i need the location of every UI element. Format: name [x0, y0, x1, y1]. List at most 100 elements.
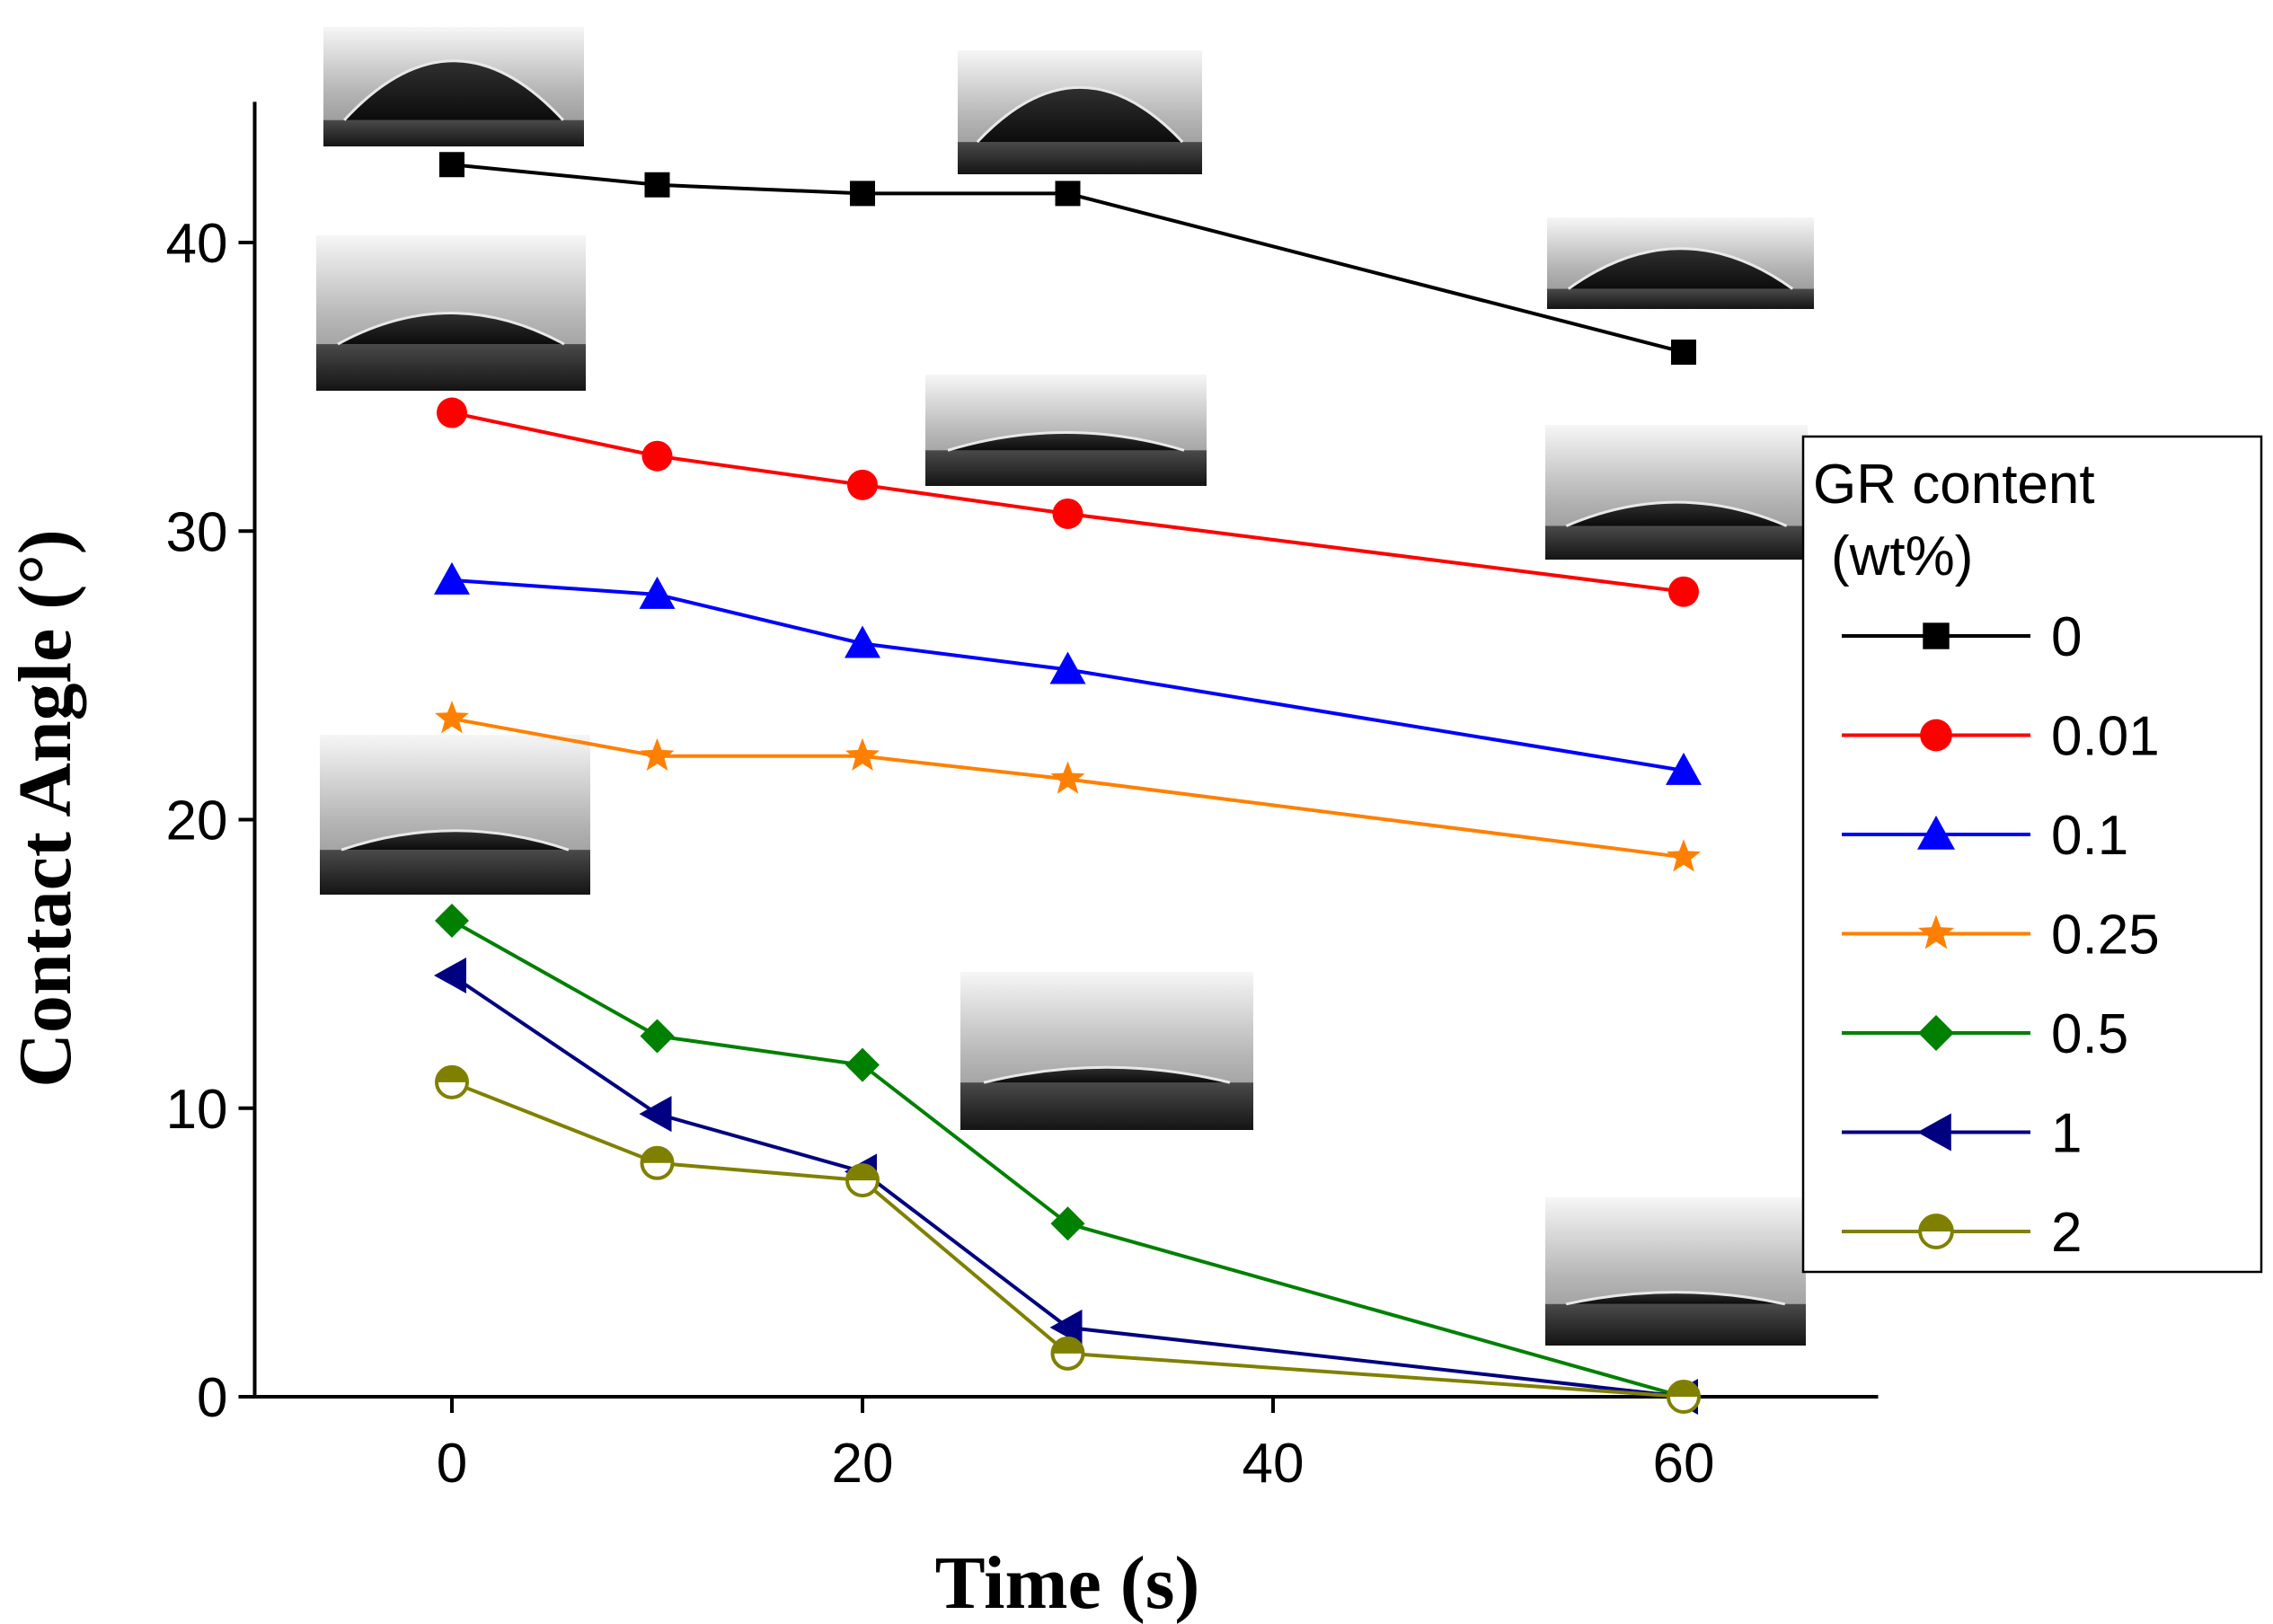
legend-label: 0.5	[2051, 1003, 2128, 1065]
series-group	[434, 152, 1702, 1415]
data-point	[845, 737, 880, 771]
data-point	[1671, 340, 1696, 366]
droplet-photo	[958, 50, 1202, 174]
photo-substrate	[958, 142, 1202, 174]
data-point	[641, 440, 673, 472]
photo-substrate	[1545, 525, 1808, 560]
data-point	[1668, 576, 1699, 607]
legend-marker	[1923, 622, 1950, 649]
legend-item-0: 0	[1842, 606, 2082, 668]
droplet-highlight	[976, 85, 1184, 144]
droplet-highlight	[341, 829, 570, 852]
data-point	[850, 181, 875, 207]
legend-marker	[1918, 1214, 1954, 1249]
x-axis-title: Time (s)	[935, 1541, 1200, 1624]
data-point-fill	[1052, 1337, 1083, 1354]
data-point	[644, 172, 670, 198]
data-point	[1052, 498, 1083, 529]
legend-label: 2	[2051, 1202, 2082, 1264]
photo-substrate	[320, 850, 590, 895]
data-point-fill	[847, 1165, 878, 1181]
photo-substrate	[316, 344, 586, 391]
legend-item-0-01: 0.01	[1842, 706, 2160, 768]
droplet-highlight	[983, 1065, 1231, 1084]
photo-substrate	[323, 119, 584, 146]
photo-substrate	[925, 450, 1207, 486]
data-point	[1667, 1380, 1701, 1414]
axes	[252, 102, 1879, 1399]
legend-item-1: 1	[1842, 1103, 2082, 1165]
droplet-photo	[320, 735, 590, 895]
legend-subtitle: (wt%)	[1831, 525, 1973, 587]
data-point	[845, 1163, 880, 1198]
droplet-highlight	[1565, 500, 1788, 527]
data-point	[1050, 1206, 1085, 1241]
droplet-photos	[316, 27, 1814, 1346]
droplet-photo	[1545, 1197, 1806, 1346]
legend-item-2: 2	[1842, 1202, 2082, 1264]
data-point	[439, 152, 464, 178]
x-ticks: 0 20 40 60	[437, 1397, 1715, 1495]
y-tick-label: 10	[166, 1079, 228, 1141]
droplet-photo	[1547, 217, 1814, 309]
droplet-highlight	[343, 59, 564, 121]
y-tick-label: 0	[197, 1367, 227, 1429]
legend-label: 1	[2051, 1103, 2082, 1165]
droplet-photo	[925, 375, 1207, 486]
data-point	[435, 701, 469, 734]
data-point	[435, 903, 469, 938]
data-point	[1666, 752, 1702, 785]
x-tick-label: 40	[1243, 1433, 1305, 1495]
photo-substrate	[960, 1082, 1253, 1130]
legend-marker	[1917, 816, 1955, 850]
data-point	[640, 737, 675, 771]
droplet-highlight	[947, 431, 1185, 452]
legend-label: 0.01	[2051, 706, 2160, 768]
data-point	[845, 1047, 880, 1082]
droplet-photo	[960, 972, 1253, 1130]
y-ticks: 0 10 20 30 40	[166, 213, 255, 1429]
series-0-25	[435, 701, 1701, 872]
data-point	[1050, 1336, 1085, 1371]
legend-marker	[1918, 1015, 1954, 1051]
data-point	[1667, 839, 1701, 872]
series-0	[439, 152, 1696, 366]
legend: GR content (wt%) 0 0.01 0.1 0.25 0.5 1 2	[1801, 435, 2263, 1274]
photo-substrate	[1545, 1303, 1806, 1346]
data-point-fill	[437, 1066, 467, 1082]
droplet-photo	[323, 27, 584, 146]
legend-marker	[1917, 1113, 1951, 1152]
data-point	[640, 1145, 675, 1180]
data-point	[435, 1064, 469, 1099]
x-tick-label: 0	[437, 1433, 467, 1495]
data-point	[847, 469, 878, 500]
data-point	[639, 1096, 672, 1133]
series-0-01	[437, 397, 1699, 607]
droplet-highlight	[1567, 247, 1794, 290]
data-point	[1055, 181, 1081, 207]
y-tick-label: 40	[166, 213, 228, 275]
droplet-highlight	[337, 312, 565, 346]
x-tick-label: 20	[832, 1433, 894, 1495]
legend-marker	[1918, 914, 1954, 949]
data-point	[640, 1019, 675, 1054]
data-point-fill	[1668, 1381, 1699, 1397]
data-point-fill	[641, 1147, 673, 1163]
legend-label: 0.25	[2051, 905, 2160, 966]
legend-label: 0	[2051, 606, 2082, 668]
data-point	[1049, 1309, 1083, 1346]
legend-title: GR content	[1813, 454, 2095, 516]
data-point	[639, 576, 676, 609]
legend-marker-fill	[1920, 1215, 1952, 1231]
y-tick-label: 20	[166, 790, 228, 852]
data-point	[437, 397, 467, 428]
data-point	[845, 625, 880, 658]
legend-item-0-5: 0.5	[1842, 1003, 2128, 1065]
x-tick-label: 60	[1653, 1433, 1715, 1495]
legend-label: 0.1	[2051, 805, 2128, 867]
series-2	[435, 1064, 1701, 1414]
legend-item-0-1: 0.1	[1842, 805, 2128, 867]
legend-items: 0 0.01 0.1 0.25 0.5 1 2	[1842, 606, 2160, 1264]
data-point	[1050, 761, 1085, 794]
